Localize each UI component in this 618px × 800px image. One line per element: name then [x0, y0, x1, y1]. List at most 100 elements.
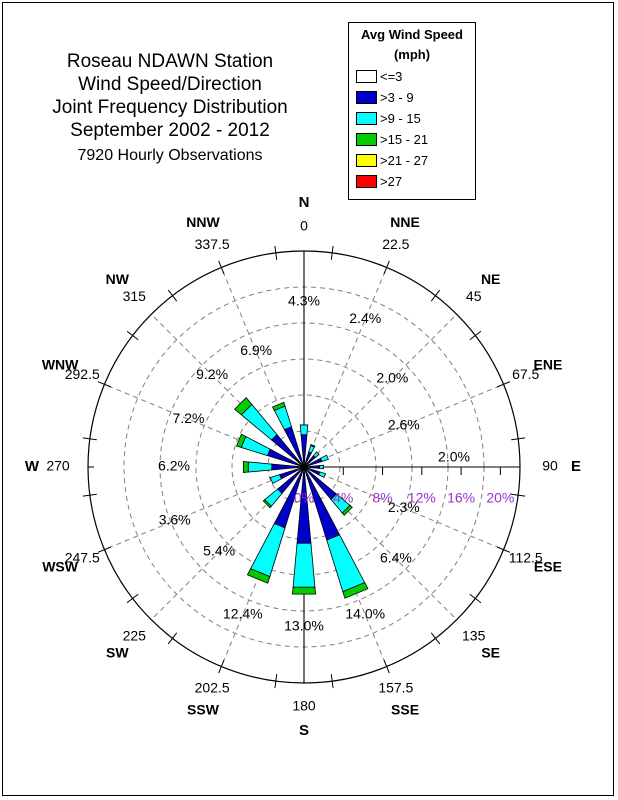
outer-tick	[496, 546, 511, 553]
legend: Avg Wind Speed (mph) <=3 >3 - 9 >9 - 15 …	[348, 22, 476, 200]
grid-spoke	[104, 466, 305, 551]
grid-spoke	[303, 267, 388, 468]
petal-segment	[342, 582, 369, 599]
grid-spoke	[303, 383, 504, 468]
direction-degree: 90	[542, 458, 558, 474]
direction-abbr: E	[571, 458, 581, 475]
frequency-label: 6.9%	[240, 342, 272, 358]
frequency-label: 2.4%	[349, 310, 381, 326]
legend-title-line-2: (mph)	[393, 47, 431, 62]
frequency-label: 2.6%	[388, 416, 420, 432]
outer-tick	[330, 245, 334, 260]
petal-segment	[306, 465, 321, 469]
radial-tick-label: 0%	[294, 490, 314, 506]
petal-segment	[250, 522, 286, 578]
legend-swatch	[356, 112, 377, 125]
title-line-3: Joint Frequency Distribution	[52, 97, 288, 118]
outer-tick	[383, 659, 390, 674]
legend-item: >9 - 15	[356, 111, 421, 126]
outer-tick	[274, 245, 278, 260]
petal-segment	[271, 401, 286, 412]
petal-segment	[312, 451, 320, 459]
outer-tick	[126, 330, 139, 341]
frequency-label: 6.4%	[380, 550, 412, 566]
frequency-label: 12.4%	[223, 606, 263, 622]
legend-label: >15 - 21	[380, 132, 429, 147]
petal-segment	[292, 542, 316, 588]
outer-tick	[218, 260, 225, 275]
direction-degree: 0	[300, 218, 308, 234]
title-line-4: September 2002 - 2012	[70, 120, 270, 141]
legend-label: <=3	[380, 69, 403, 84]
outer-tick	[97, 381, 112, 388]
petal-segment	[319, 464, 324, 470]
radial-tick-label: 16%	[447, 490, 475, 506]
frequency-label: 4.3%	[288, 293, 320, 309]
direction-degree: 45	[466, 288, 482, 304]
direction-abbr: WSW	[42, 559, 79, 575]
chart-title: Roseau NDAWN Station Wind Speed/Directio…	[20, 50, 320, 167]
legend-item: >27	[356, 174, 402, 189]
legend-title-line-1: Avg Wind Speed	[361, 27, 463, 42]
legend-label: >9 - 15	[380, 111, 421, 126]
direction-abbr: WNW	[42, 357, 79, 373]
direction-degree: 292.5	[65, 366, 100, 382]
direction-degree: 180	[292, 698, 316, 714]
outer-tick	[218, 659, 225, 674]
outer-tick	[430, 289, 441, 302]
legend-item: <=3	[356, 69, 402, 84]
radial-tick-label: 12%	[408, 490, 436, 506]
outer-tick	[330, 674, 334, 689]
direction-abbr: S	[299, 722, 309, 739]
radial-tick-label: 20%	[486, 490, 514, 506]
title-line-2: Wind Speed/Direction	[78, 74, 262, 95]
frequency-label: 14.0%	[345, 606, 385, 622]
direction-abbr: NNW	[186, 214, 220, 230]
petal-segment	[247, 461, 273, 473]
petal-segment	[234, 397, 253, 416]
outer-tick	[82, 493, 97, 497]
direction-abbr: NE	[481, 271, 500, 287]
direction-degree: 337.5	[195, 236, 230, 252]
petal-segment	[341, 504, 353, 516]
direction-abbr: NW	[106, 271, 130, 287]
legend-swatch	[356, 133, 377, 146]
frequency-label: 13.0%	[284, 618, 324, 634]
direction-degree: 67.5	[512, 366, 539, 382]
radial-tick-label: 4%	[333, 490, 353, 506]
outer-tick	[167, 632, 178, 645]
outer-tick	[167, 289, 178, 302]
legend-item: >3 - 9	[356, 90, 414, 105]
petal-segment	[262, 499, 272, 509]
legend-item: >15 - 21	[356, 132, 428, 147]
petal-segment	[246, 568, 271, 584]
petal-segment	[235, 433, 247, 448]
direction-degree: 202.5	[195, 679, 230, 695]
outer-tick	[511, 493, 526, 497]
direction-abbr: N	[299, 194, 310, 211]
legend-label: >3 - 9	[380, 90, 414, 105]
outer-tick	[126, 593, 139, 604]
direction-abbr: ENE	[534, 357, 563, 373]
legend-swatch	[356, 175, 377, 188]
petal-segment	[318, 471, 327, 479]
petal-segment	[269, 474, 282, 484]
outer-tick	[82, 437, 97, 441]
petal-segment	[242, 461, 249, 473]
legend-swatch	[356, 154, 377, 167]
outer-tick	[511, 437, 526, 441]
direction-abbr: NNE	[390, 214, 420, 230]
legend-swatch	[356, 70, 377, 83]
direction-abbr: W	[25, 458, 40, 475]
outer-tick	[469, 330, 482, 341]
outer-tick	[274, 674, 278, 689]
petal-segment	[326, 534, 366, 593]
grid-spoke	[303, 313, 458, 468]
direction-abbr: SE	[481, 644, 500, 660]
legend-swatch	[356, 91, 377, 104]
legend-item: >21 - 27	[356, 153, 428, 168]
grid-spoke	[303, 466, 504, 551]
radial-tick-label: 8%	[372, 490, 392, 506]
frequency-label: 2.0%	[438, 449, 470, 465]
